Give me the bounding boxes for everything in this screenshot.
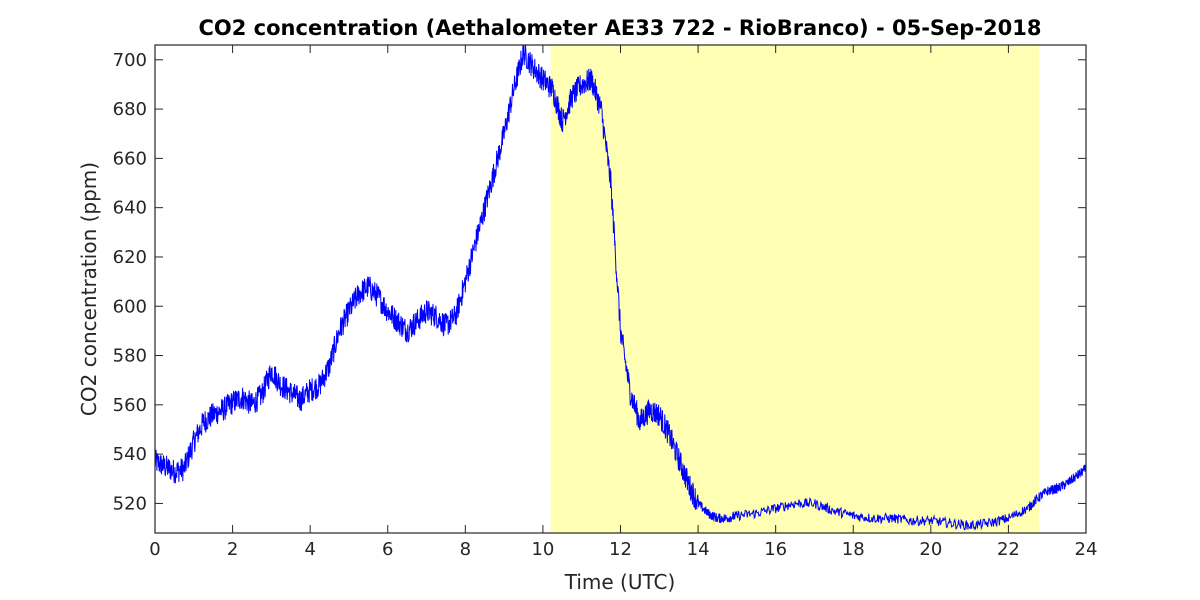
- co2-series-line: [154, 44, 1087, 531]
- y-axis-title: CO2 concentration (ppm): [77, 162, 101, 416]
- x-tick-label: 2: [227, 539, 238, 560]
- shaded-region: [550, 45, 1040, 533]
- y-tick-label: 520: [113, 493, 147, 514]
- x-axis-title: Time (UTC): [564, 570, 676, 594]
- y-tick-label: 660: [113, 148, 147, 169]
- x-tick-label: 6: [382, 539, 393, 560]
- y-tick-label: 620: [113, 247, 147, 268]
- x-tick-label: 12: [609, 539, 632, 560]
- x-tick-label: 20: [919, 539, 942, 560]
- y-tick-label: 600: [113, 296, 147, 317]
- chart-title: CO2 concentration (Aethalometer AE33 722…: [199, 16, 1042, 40]
- x-tick-label: 14: [687, 539, 710, 560]
- x-tick-label: 24: [1075, 539, 1098, 560]
- y-tick-label: 580: [113, 346, 147, 367]
- y-tick-label: 560: [113, 395, 147, 416]
- x-tick-label: 22: [997, 539, 1020, 560]
- x-tick-label: 16: [764, 539, 787, 560]
- y-tick-label: 640: [113, 198, 147, 219]
- x-tick-label: 4: [304, 539, 315, 560]
- y-tick-label: 680: [113, 99, 147, 120]
- x-tick-label: 0: [149, 539, 160, 560]
- x-tick-label: 18: [842, 539, 865, 560]
- x-tick-label: 8: [460, 539, 471, 560]
- y-tick-label: 540: [113, 444, 147, 465]
- y-tick-label: 700: [113, 50, 147, 71]
- x-tick-label: 10: [531, 539, 554, 560]
